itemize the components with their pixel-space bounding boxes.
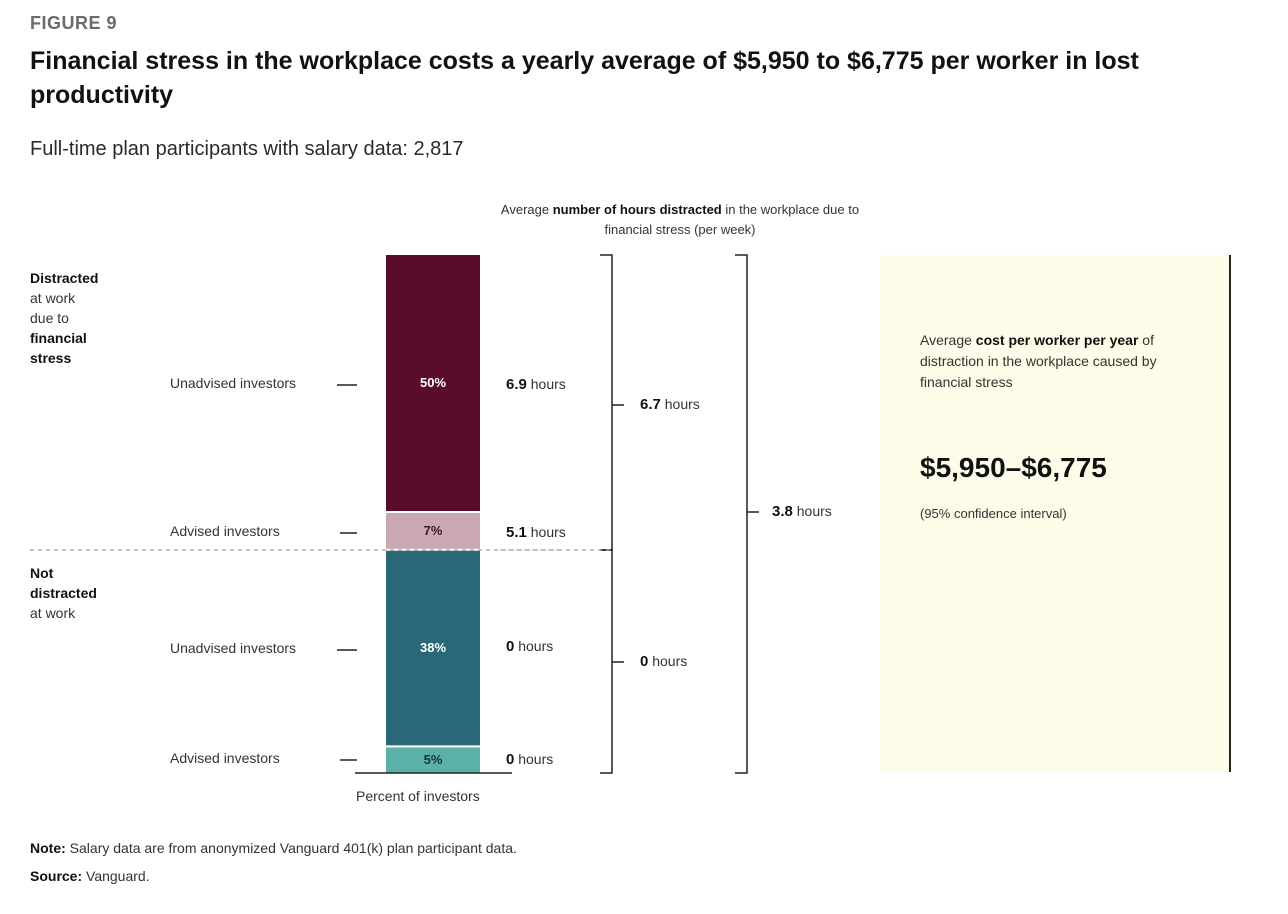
group-label-not-distracted: Not distracted at work	[30, 563, 97, 623]
note: Note: Salary data are from anonymized Va…	[30, 840, 517, 856]
hours-row-2: 5.1 hours	[506, 524, 566, 541]
hours-group-distracted: 6.7 hours	[640, 396, 700, 413]
row-label-1: Unadvised investors	[170, 375, 297, 391]
group-distracted-line-1: Distracted	[30, 270, 99, 286]
header-prefix: Average	[500, 202, 553, 217]
header-suffix: in the workplace due to financial stress…	[604, 202, 860, 237]
chart-title: Financial stress in the workplace costs …	[30, 47, 1139, 109]
cost-confidence-interval: (95% confidence interval)	[920, 506, 1067, 521]
bracket-distracted	[600, 254, 624, 551]
segment-label-unadvised-not-distracted: 38%	[419, 640, 447, 656]
group-distracted-line-5: stress	[30, 350, 72, 366]
header-bold: number of hours distracted	[552, 202, 722, 217]
group-not-distracted-line-2: distracted	[30, 585, 97, 601]
bar-segments	[386, 255, 480, 773]
hours-column-header: Average number of hours distracted in th…	[480, 200, 880, 240]
cost-value: $5,950–$6,775	[920, 452, 1107, 483]
segment-label-advised-not-distracted: 5%	[423, 752, 443, 768]
bar-segment-unadvised-distracted	[386, 255, 480, 511]
group-label-distracted: Distracted at work due to financial stre…	[30, 268, 98, 368]
cost-panel	[880, 255, 1230, 772]
group-distracted-line-3: due to	[30, 310, 69, 326]
bar-segment-advised-not-distracted	[386, 747, 480, 773]
group-distracted-line-2: at work	[30, 290, 76, 306]
row-label-4: Advised investors	[170, 750, 280, 766]
x-axis-label: Percent of investors	[356, 788, 480, 804]
hours-group-not-distracted: 0 hours	[640, 653, 688, 670]
hours-row-1: 6.9 hours	[506, 376, 566, 393]
cost-description: Average cost per worker per year of dist…	[920, 332, 1157, 390]
group-distracted-line-4: financial	[30, 330, 87, 346]
group-not-distracted-line-1: Not	[30, 565, 54, 581]
group-not-distracted-line-3: at work	[30, 605, 76, 621]
chart-subtitle: Full-time plan participants with salary …	[30, 138, 464, 160]
hours-row-4: 0 hours	[506, 751, 554, 768]
group-brackets	[600, 254, 759, 774]
bracket-overall	[735, 254, 759, 774]
cost-panel-border	[1229, 255, 1231, 772]
row-label-3: Unadvised investors	[170, 640, 297, 656]
source: Source: Vanguard.	[30, 868, 150, 884]
row-label-2: Advised investors	[170, 523, 280, 539]
segment-label-unadvised-distracted: 50%	[419, 375, 447, 390]
segment-label-advised-distracted: 7%	[423, 522, 443, 538]
hours-row-3: 0 hours	[506, 638, 554, 655]
stacked-bar-chart	[30, 254, 759, 774]
hours-overall: 3.8 hours	[772, 503, 832, 520]
figure-label: FIGURE 9	[30, 13, 118, 33]
bracket-not-distracted	[600, 549, 624, 774]
bar-segment-unadvised-not-distracted	[386, 550, 480, 746]
bar-segment-advised-distracted	[386, 513, 480, 549]
